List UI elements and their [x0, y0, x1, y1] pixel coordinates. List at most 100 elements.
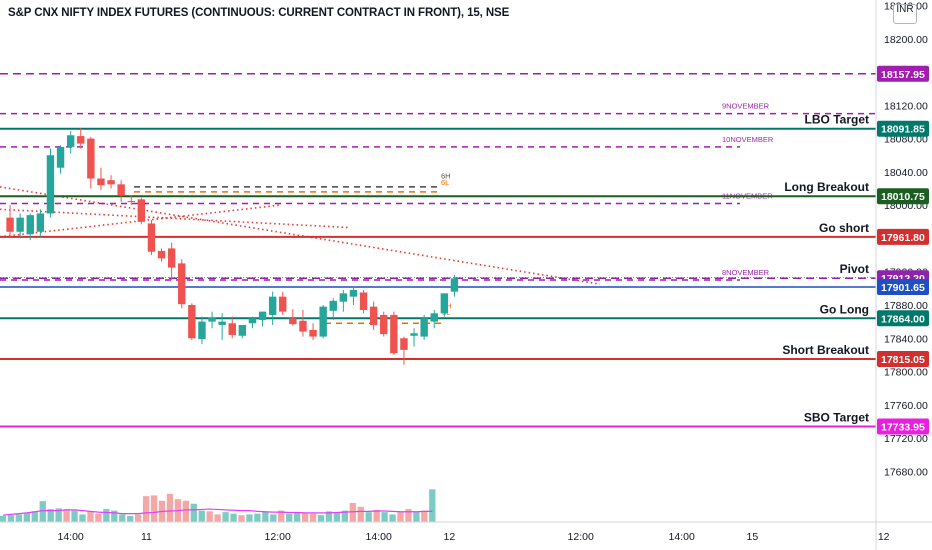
price-tag-bg [877, 188, 929, 205]
volume-bar [214, 514, 221, 522]
candle [167, 242, 176, 281]
candle-body [157, 250, 166, 259]
candle-body [97, 178, 105, 186]
candle-body [430, 313, 438, 322]
volume-bar [262, 512, 269, 522]
day-level-label: 9NOVEMBER [722, 102, 770, 111]
candle [268, 291, 277, 325]
go-long-price-tag: 17864.00 [877, 310, 929, 327]
price-tag-value: 18010.75 [881, 191, 925, 203]
volume-bar [270, 514, 277, 522]
volume-bar [349, 503, 356, 522]
volume-bar [71, 510, 78, 522]
candle [319, 304, 327, 339]
short-breakout-label: Short Breakout [782, 343, 869, 357]
candle [117, 180, 125, 202]
candle [258, 311, 267, 327]
long-breakout-price-tag: 18010.75 [877, 188, 929, 205]
volume-bar [119, 514, 126, 522]
candle [77, 127, 85, 149]
candle [56, 145, 65, 174]
volume-bar [429, 489, 436, 522]
candle-body [380, 314, 388, 335]
volume-bar [230, 513, 237, 522]
x-tick-label: 12 [878, 531, 890, 543]
candle [46, 148, 55, 218]
candle-body [410, 333, 418, 336]
candle [218, 313, 226, 340]
candle [178, 259, 186, 309]
candle [87, 136, 95, 189]
volume-bar [421, 510, 428, 522]
candle [450, 275, 459, 297]
price-tag-bg [877, 310, 929, 327]
session-label: 6H [441, 172, 451, 181]
candle-body [167, 248, 176, 268]
day-level-label: 10NOVEMBER [722, 135, 774, 144]
candle [440, 293, 449, 317]
candle [198, 316, 206, 345]
candle-body [56, 146, 65, 168]
short-breakout-price-tag: 17815.05 [877, 351, 929, 368]
sbo-target-price-tag: 17733.95 [877, 418, 929, 435]
volume-bar [317, 515, 325, 522]
candle-body [6, 217, 14, 232]
y-tick-label: 18120.00 [884, 100, 928, 112]
candle-body [36, 213, 45, 232]
candle-body [390, 314, 398, 354]
y-tick-label: 17720.00 [884, 433, 928, 445]
price-tag-bg [877, 278, 929, 295]
candle [329, 298, 337, 320]
price-tag-value: 17733.95 [881, 421, 925, 433]
volume-bar [309, 513, 317, 522]
volume-bar [103, 509, 110, 522]
candle [127, 195, 135, 206]
x-tick-label: 12:00 [265, 531, 291, 543]
volume-bar [63, 509, 70, 522]
y-tick-label: 17840.00 [884, 333, 928, 345]
candle-body [26, 215, 34, 235]
price-tag-bg [877, 65, 929, 82]
lbo-target-label: LBO Target [805, 113, 869, 127]
volume-bar [341, 510, 348, 522]
volume-bar [198, 510, 205, 522]
candle [208, 311, 216, 329]
currency-badge[interactable]: INR [893, 4, 917, 24]
volume-bar [278, 510, 285, 522]
volume-bar [31, 511, 38, 522]
candle-body [339, 293, 348, 302]
candle-body [137, 199, 146, 222]
y-tick-label: 18200.00 [884, 34, 928, 46]
pivot-label: Pivot [840, 262, 869, 276]
last-price-price-tag: 17901.65 [877, 278, 929, 295]
candle-body [450, 278, 459, 292]
candle-body [16, 217, 24, 232]
candle [309, 323, 317, 340]
candle-body [369, 306, 378, 325]
candle-body [359, 292, 368, 310]
candle-body [228, 323, 236, 335]
candle [279, 291, 287, 315]
candle-body [319, 306, 327, 337]
candle [107, 175, 115, 189]
candle-body [147, 223, 156, 252]
candle [359, 290, 368, 314]
candle-body [46, 155, 55, 214]
candle [147, 220, 156, 256]
candle-body [309, 329, 317, 337]
candle [400, 336, 408, 365]
candle [369, 301, 378, 330]
candle [390, 311, 398, 355]
volume-bar [301, 512, 309, 522]
candle-body [66, 135, 75, 147]
candle-body [178, 263, 186, 305]
x-tick-label: 14:00 [58, 531, 84, 543]
candle-body [238, 324, 247, 336]
y-tick-label: 17880.00 [884, 300, 928, 312]
volume-bar [47, 509, 54, 522]
candle-body [117, 184, 125, 196]
lbo-target-price-tag: 18091.85 [877, 120, 929, 137]
candle [66, 131, 75, 154]
